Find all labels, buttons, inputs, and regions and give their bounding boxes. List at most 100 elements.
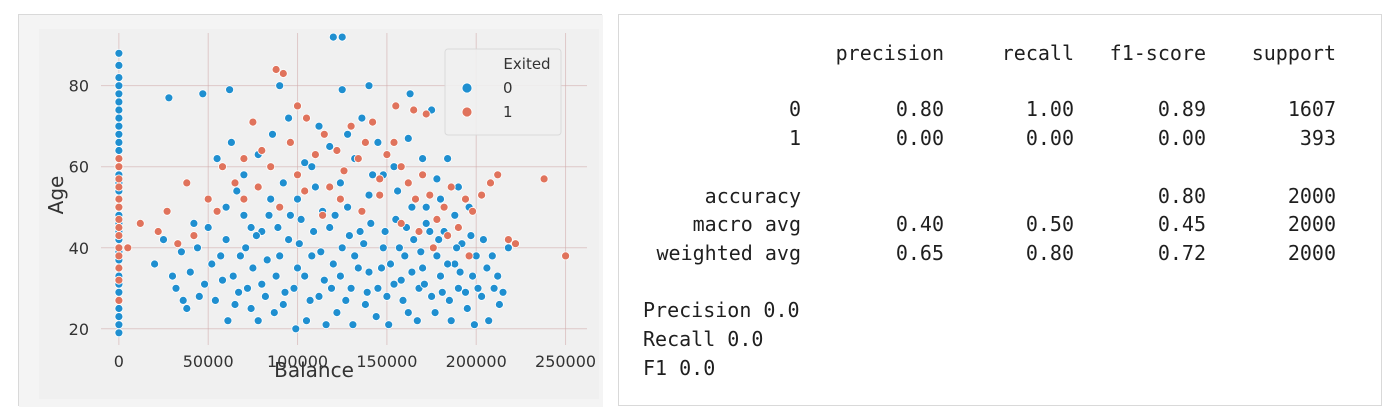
scatter-point-class-1 [375, 174, 385, 184]
scatter-point-class-0 [364, 190, 374, 200]
scatter-point-class-0 [300, 158, 310, 168]
scatter-point-class-1 [302, 113, 311, 123]
scatter-point-class-0 [360, 300, 370, 309]
scatter-point-class-0 [327, 283, 336, 293]
scatter-point-class-0 [262, 255, 272, 265]
scatter-point-class-1 [503, 235, 513, 245]
scatter-point-class-1 [182, 178, 192, 188]
scatter-point-class-0 [466, 231, 476, 241]
scatter-point-class-0 [434, 235, 444, 245]
scatter-point-class-1 [493, 170, 503, 180]
scatter-point-class-0 [221, 235, 231, 245]
scatter-point-class-0 [114, 73, 124, 82]
scatter-point-class-1 [439, 202, 449, 212]
scatter-point-class-1 [114, 295, 124, 305]
scatter-point-class-0 [468, 271, 478, 281]
scatter-point-class-0 [280, 287, 290, 297]
scatter-point-class-0 [389, 279, 399, 289]
scatter-point-class-0 [235, 251, 245, 261]
scatter-point-class-0 [114, 328, 124, 338]
scatter-point-class-1 [114, 263, 124, 273]
scatter-point-class-0 [218, 275, 227, 285]
scatter-point-class-0 [239, 170, 249, 180]
legend-title: Exited [503, 55, 550, 73]
scatter-chart-panel: 0 50000 100000 150000 200000 250000 20 40 60 80 Ba… [18, 14, 603, 407]
scatter-point-class-0 [314, 121, 324, 131]
cell-macro-recall: 0.50 [1025, 212, 1074, 236]
scatter-point-class-1 [293, 101, 302, 111]
scatter-point-class-1 [135, 218, 145, 228]
x-axis-label: Balance [274, 358, 354, 382]
scatter-point-class-0 [348, 320, 358, 330]
scatter-point-class-0 [493, 271, 503, 281]
summary-precision: Precision 0.0 [643, 298, 800, 322]
cell-1-recall: 0.00 [1025, 126, 1074, 150]
scatter-point-class-0 [419, 279, 429, 289]
scatter-point-class-0 [114, 61, 124, 70]
scatter-point-class-0 [114, 287, 124, 297]
scatter-point-class-0 [489, 283, 499, 293]
scatter-point-class-1 [461, 194, 470, 204]
scatter-point-class-0 [223, 316, 233, 326]
scatter-point-class-0 [278, 178, 288, 188]
scatter-point-class-0 [246, 223, 256, 232]
scatter-point-class-1 [428, 243, 438, 253]
scatter-point-class-0 [114, 97, 124, 107]
scatter-point-class-0 [427, 291, 437, 301]
scatter-point-class-0 [355, 227, 365, 236]
scatter-point-class-0 [239, 210, 249, 220]
scatter-point-class-0 [403, 308, 413, 318]
cell-macro-f1: 0.45 [1157, 212, 1206, 236]
scatter-point-class-1 [173, 239, 183, 249]
scatter-point-class-0 [207, 259, 217, 269]
scatter-point-class-0 [264, 210, 274, 220]
scatter-point-class-0 [321, 320, 331, 330]
scatter-point-class-1 [278, 69, 288, 78]
scatter-point-class-0 [305, 295, 315, 305]
scatter-point-class-0 [232, 186, 242, 196]
scatter-point-class-0 [203, 223, 213, 232]
scatter-point-class-1 [218, 162, 227, 172]
scatter-point-class-0 [114, 320, 124, 330]
scatter-point-class-0 [400, 251, 410, 261]
cell-accuracy-support: 2000 [1287, 184, 1336, 208]
scatter-point-class-0 [216, 251, 226, 261]
x-tick-label: 200000 [446, 352, 507, 371]
scatter-point-class-0 [384, 320, 394, 330]
scatter-point-class-0 [114, 105, 124, 115]
scatter-point-class-1 [325, 182, 335, 192]
row-label-weighted-avg: weighted avg [656, 241, 802, 265]
scatter-point-class-0 [291, 324, 301, 334]
scatter-point-class-0 [394, 243, 404, 253]
cell-0-precision: 0.80 [895, 97, 944, 121]
scatter-point-class-0 [377, 263, 386, 273]
scatter-point-class-1 [203, 194, 213, 204]
scatter-point-class-1 [253, 182, 263, 192]
scatter-point-class-1 [319, 129, 329, 139]
scatter-point-class-1 [421, 109, 431, 119]
scatter-point-class-1 [239, 154, 249, 164]
y-tick-label: 60 [69, 158, 89, 177]
scatter-point-class-1 [153, 227, 163, 236]
cell-weighted-support: 2000 [1287, 241, 1336, 265]
scatter-point-class-1 [275, 202, 285, 212]
scatter-point-class-0 [484, 316, 494, 326]
scatter-point-class-0 [268, 129, 277, 139]
y-tick-label: 80 [69, 77, 89, 96]
scatter-point-class-1 [212, 206, 222, 216]
row-label-accuracy: accuracy [704, 184, 801, 208]
scatter-point-class-0 [396, 275, 406, 285]
scatter-point-class-0 [269, 308, 279, 318]
scatter-point-class-1 [353, 154, 363, 164]
legend-marker-0 [461, 82, 473, 94]
scatter-point-class-1 [123, 243, 133, 253]
scatter-point-class-0 [260, 291, 270, 301]
scatter-point-class-0 [412, 316, 422, 326]
scatter-point-class-0 [382, 291, 392, 301]
scatter-point-class-0 [477, 291, 487, 301]
scatter-point-class-1 [189, 231, 199, 241]
scatter-point-class-0 [373, 283, 383, 293]
scatter-point-class-0 [310, 182, 320, 192]
scatter-point-class-0 [418, 154, 428, 164]
scatter-point-class-0 [482, 263, 492, 273]
